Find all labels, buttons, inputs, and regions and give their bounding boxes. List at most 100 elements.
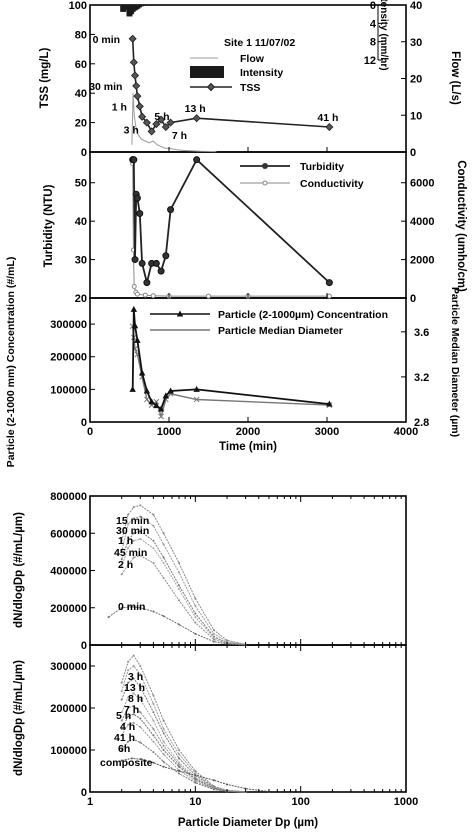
psd-rising-curve-point (139, 515, 142, 518)
psd-rising-curve-point (152, 524, 155, 527)
psd-falling-curve (121, 722, 246, 793)
turbidity-y-tick-label: 30 (75, 255, 87, 267)
turbidity-point (167, 206, 175, 214)
conductivity-point (142, 292, 148, 298)
conductivity-y2-tick-label: 0 (410, 293, 416, 305)
turbidity-point (136, 209, 144, 217)
psd-falling-curve-point (132, 665, 135, 667)
tss-point (166, 118, 175, 127)
tss-point (157, 115, 166, 124)
psd-rising-curve-label: 30 min (116, 525, 149, 537)
psd-rising-curve-point (162, 576, 165, 579)
psd-falling-curve-point (178, 765, 181, 768)
tss-point (130, 71, 140, 80)
psd-falling-y-tick-label: 300000 (50, 661, 87, 673)
tss-y-tick-label: 40 (75, 88, 87, 100)
psd-rising-curve-point (120, 558, 123, 561)
conductivity-y2-tick-label: 2000 (410, 255, 434, 267)
flow-y2-tick-label: 10 (410, 110, 422, 122)
psd-falling-curve-label: 41 h (114, 732, 135, 744)
psd-rising-curve-point (127, 547, 130, 550)
psd-falling-curve-point (162, 744, 165, 747)
psd-rising-curve-point (178, 623, 181, 626)
psd-falling-curve-point (139, 711, 142, 714)
psd-rising-curve-label: 2 h (118, 559, 133, 571)
psd-falling-curve-point (127, 669, 130, 672)
psd-falling-curve-point (152, 711, 155, 714)
psd-rising-curve-point (139, 554, 142, 557)
psd-rising-curve-point (212, 632, 215, 635)
concentration-point (162, 392, 170, 399)
psd-falling-curve-point (127, 715, 130, 718)
tss-point (142, 118, 151, 127)
turbidity-point (152, 259, 160, 267)
psd-falling-curve-point (162, 719, 165, 722)
psd-falling-curve-point (178, 761, 181, 764)
psd-falling-curve-point (162, 753, 165, 756)
tss-point (147, 127, 156, 136)
psd-falling-curve-point (194, 772, 197, 775)
psd-falling-curve-point (178, 763, 181, 766)
concentration-point (193, 385, 200, 392)
tss-y-tick-label: 20 (75, 118, 87, 130)
tss-point (138, 112, 147, 121)
psd-rising-curve-point (132, 556, 135, 559)
conductivity-point (134, 291, 140, 297)
psd-rising-curve-point (212, 640, 215, 643)
psd-rising-curve-point (127, 522, 130, 525)
psd-falling-curve-point (152, 719, 155, 722)
concentration-point (153, 402, 160, 409)
psd-rising-curve-point (130, 605, 133, 608)
concentration-point (129, 385, 136, 392)
psd-falling-curve-point (194, 774, 197, 777)
psd-rising-curve-point (139, 504, 142, 507)
psd-rising-curve-point (107, 616, 110, 619)
concentration-point (138, 369, 146, 376)
psd-falling-curve-point (139, 741, 142, 744)
turbidity-point (131, 256, 139, 264)
psd-falling-curve-point (139, 698, 142, 701)
psd-falling-curve-point (194, 770, 197, 772)
psd-rising-y-axis-label: dN/dlogDp (#/mL/µm) (13, 512, 25, 628)
turbidity-point (130, 156, 138, 164)
psd-rising-curve-point (127, 513, 130, 516)
psd-rising-curve (121, 504, 246, 645)
median-y2-tick-label: 3.6 (414, 327, 429, 339)
legend-tss-label: TSS (240, 82, 260, 94)
legend-conductivity-label: Conductivity (300, 178, 364, 190)
particle-y-tick-label: 100000 (50, 384, 87, 396)
psd-falling-curve-point (162, 749, 165, 751)
intensity-y3-tick-label: 4 (370, 18, 377, 30)
psd-falling-curve-point (127, 740, 130, 743)
psd-rising-curve-point (120, 565, 123, 568)
psd-rising-curve-point (194, 597, 197, 600)
psd-falling-y-tick-label: 100000 (50, 745, 87, 757)
psd-falling-curve-point (120, 711, 123, 714)
psd-rising-y-tick-label: 200000 (50, 603, 87, 615)
psd-rising-curve-point (178, 571, 181, 574)
psd-falling-curve-point (120, 681, 123, 684)
turbidity-point (325, 279, 333, 287)
site-annotation: Site 1 11/07/02 (224, 37, 295, 49)
psd-falling-curve-point (120, 759, 123, 762)
psd-falling-x-tick-label: 10 (189, 796, 201, 808)
psd-rising-curve-point (139, 537, 142, 540)
psd-falling-curve-point (194, 781, 197, 784)
tss-y-axis-label: TSS (mg/L) (39, 47, 51, 108)
turbidity-y-tick-label: 50 (75, 178, 87, 190)
conductivity-point (150, 293, 156, 299)
psd-falling-x-tick-label: 1 (87, 796, 93, 808)
psd-rising-curve-point (162, 615, 165, 618)
particle-y-tick-label: 200000 (50, 352, 87, 364)
psd-falling-curve-point (139, 686, 142, 688)
tss-point (161, 122, 170, 132)
median-diameter-line (132, 326, 330, 419)
psd-rising-curve-label: 0 min (118, 601, 145, 613)
flow-y2-tick-label: 20 (410, 74, 422, 86)
concentration-point (130, 305, 138, 312)
intensity-y3-tick-label: 0 (370, 0, 376, 12)
psd-rising-curve-point (178, 599, 181, 602)
psd-falling-curve-point (194, 780, 197, 783)
psd-rising-curve-point (132, 539, 135, 542)
psd-falling-panel-frame (89, 644, 407, 793)
